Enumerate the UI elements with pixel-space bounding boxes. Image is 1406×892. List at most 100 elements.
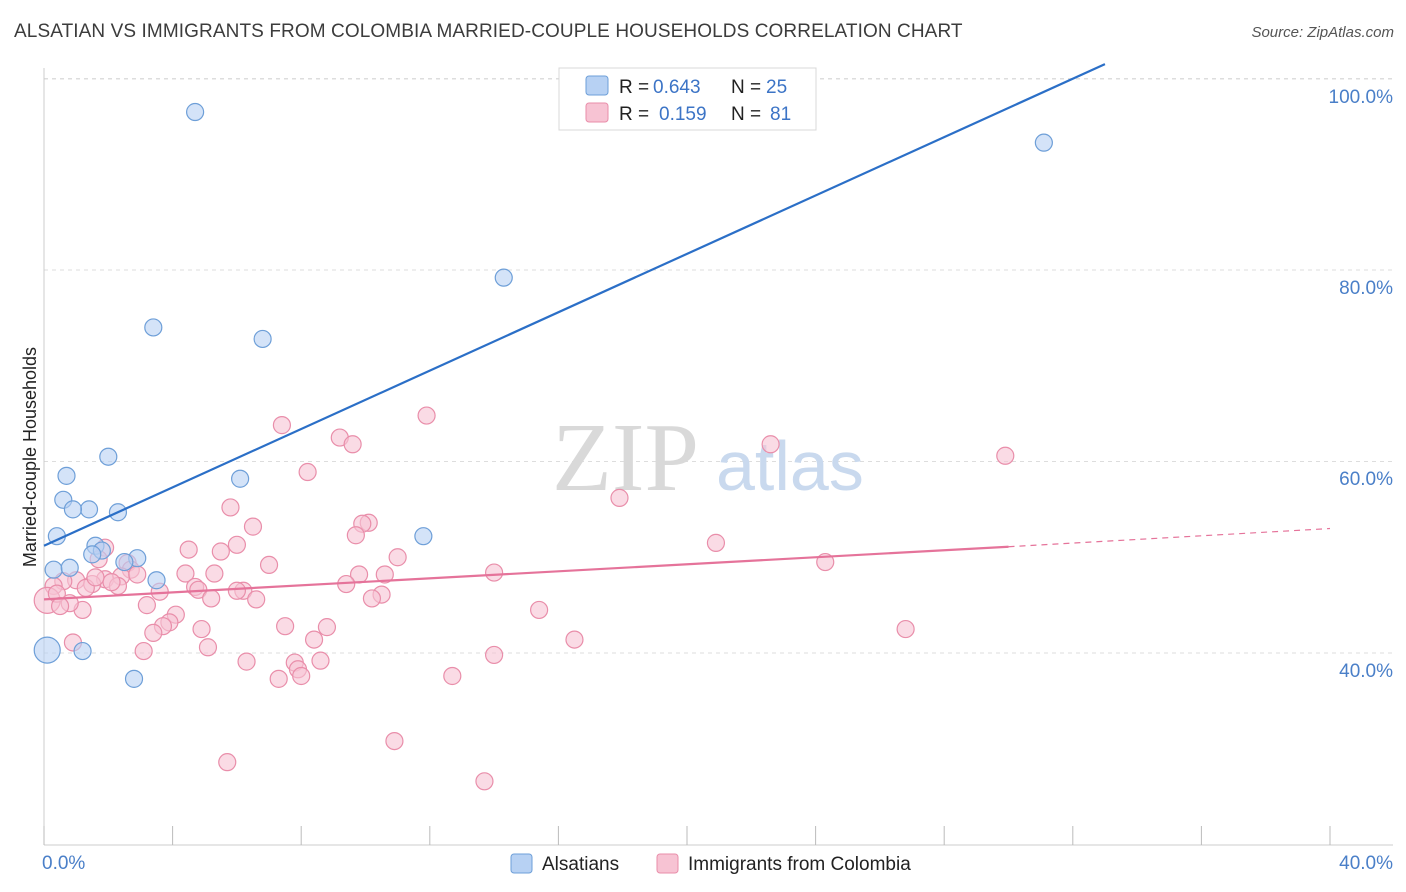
- colombia-point-69: [443, 666, 462, 686]
- alsatians-point-2: [494, 268, 513, 287]
- series-legend-label-alsatians: Alsatians: [542, 854, 619, 875]
- colombia-point-57: [896, 619, 915, 639]
- watermark: ZIP atlas: [552, 404, 864, 512]
- colombia-point-5: [996, 446, 1015, 465]
- alsatians-point-7: [231, 469, 250, 488]
- alsatians-point-19: [44, 560, 63, 579]
- colombia-point-15: [179, 540, 198, 559]
- colombia-point-11: [243, 517, 263, 536]
- colombia-point-72: [218, 753, 237, 772]
- legend-n-label-colombia: N =: [731, 104, 761, 125]
- colombia-point-73: [475, 772, 494, 791]
- colombia-point-3: [343, 435, 362, 454]
- alsatians-trend-line: [43, 63, 1106, 547]
- colombia-point-7: [610, 488, 629, 507]
- colombia-point-12: [346, 526, 365, 545]
- colombia-point-56: [144, 623, 163, 642]
- colombia-point-27: [375, 565, 394, 584]
- series-legend-swatch-alsatians: [510, 853, 533, 874]
- colombia-point-62: [198, 638, 218, 657]
- alsatians-point-23: [73, 641, 92, 661]
- trend-lines: [43, 63, 1331, 601]
- y-tick-label-80: 80.0%: [1339, 278, 1393, 299]
- alsatians-point-5: [99, 447, 118, 466]
- colombia-point-54: [317, 618, 337, 637]
- colombia-point-80: [86, 568, 105, 587]
- colombia-point-41: [227, 581, 246, 600]
- legend-r-value-alsatians: 0.643: [653, 77, 701, 98]
- colombia-point-49: [530, 600, 549, 620]
- legend-swatch-colombia: [585, 102, 609, 123]
- alsatians-point-9: [79, 500, 99, 519]
- grid-lines: [44, 78, 1393, 654]
- colombia-point-55: [192, 619, 211, 639]
- colombia-point-18: [388, 548, 407, 567]
- alsatians-point-4: [253, 329, 272, 349]
- legend-swatch-alsatians: [585, 75, 609, 96]
- colombia-point-47: [137, 596, 156, 615]
- colombia-point-66: [311, 651, 330, 670]
- colombia-point-64: [237, 652, 256, 671]
- colombia-point-45: [247, 590, 266, 609]
- colombia-point-70: [269, 669, 288, 688]
- x-tick-label-max: 40.0%: [1339, 853, 1393, 874]
- colombia-point-14: [706, 533, 726, 552]
- alsatians-point-18: [115, 552, 134, 572]
- y-tick-label-100: 100.0%: [1329, 87, 1394, 108]
- colombia-point-4: [761, 435, 780, 454]
- alsatians-point-20: [60, 558, 79, 577]
- chart-source: Source: ZipAtlas.com: [1251, 24, 1394, 41]
- colombia-point-61: [134, 641, 153, 661]
- y-tick-label-40: 40.0%: [1339, 661, 1393, 682]
- colombia-point-25: [205, 564, 224, 583]
- colombia-point-1: [272, 416, 292, 435]
- alsatians-point-6: [57, 466, 76, 485]
- legend-n-value-alsatians: 25: [766, 77, 787, 98]
- alsatians-point-1: [1034, 133, 1053, 152]
- alsatians-point-22: [33, 636, 61, 664]
- alsatians-point-21: [147, 571, 166, 590]
- colombia-point-6: [298, 462, 317, 482]
- y-tick-label-60: 60.0%: [1339, 469, 1393, 490]
- colombia-point-53: [276, 617, 295, 636]
- alsatians-point-3: [144, 318, 163, 337]
- watermark-atlas: atlas: [716, 427, 864, 505]
- colombia-point-68: [292, 666, 311, 686]
- colombia-point-16: [211, 542, 230, 561]
- series-legend-swatch-colombia: [656, 853, 679, 874]
- colombia-point-78: [128, 565, 147, 584]
- legend-r-value-colombia: 0.159: [659, 104, 707, 125]
- colombia-point-24: [176, 564, 195, 583]
- colombia-point-13: [227, 535, 246, 554]
- alsatians-point-24: [124, 669, 144, 688]
- alsatians-point-16: [83, 545, 102, 564]
- colombia-point-28: [485, 563, 504, 582]
- colombia-point-63: [485, 645, 504, 665]
- axes: [43, 68, 1393, 846]
- colombia-point-8: [221, 498, 240, 517]
- colombia-point-44: [202, 589, 221, 608]
- colombia-point-43: [362, 589, 382, 608]
- x-tick-label-min: 0.0%: [42, 853, 85, 874]
- legend-n-value-colombia: 81: [770, 104, 791, 125]
- alsatians-point-13: [414, 527, 433, 546]
- colombia-point-58: [304, 630, 324, 649]
- colombia-point-71: [385, 731, 404, 751]
- colombia-trend-extension: [1008, 527, 1331, 548]
- y-axis-label: Married-couple Households: [20, 347, 40, 567]
- alsatians-point-10: [63, 500, 83, 519]
- legend-r-label-alsatians: R =: [619, 77, 649, 98]
- legend-n-label-alsatians: N =: [731, 77, 761, 98]
- legend-r-label-colombia: R =: [619, 104, 649, 125]
- chart-title: ALSATIAN VS IMMIGRANTS FROM COLOMBIA MAR…: [14, 21, 963, 42]
- colombia-point-22: [259, 555, 279, 575]
- colombia-trend-line: [43, 545, 1009, 601]
- colombia-point-0: [417, 406, 436, 425]
- data-points: [33, 102, 1053, 791]
- colombia-point-79: [50, 596, 70, 616]
- series-legend-label-colombia: Immigrants from Colombia: [688, 854, 911, 875]
- colombia-point-75: [102, 573, 121, 592]
- series-legend: Alsatians Immigrants from Colombia: [510, 853, 911, 875]
- alsatians-point-0: [186, 102, 205, 122]
